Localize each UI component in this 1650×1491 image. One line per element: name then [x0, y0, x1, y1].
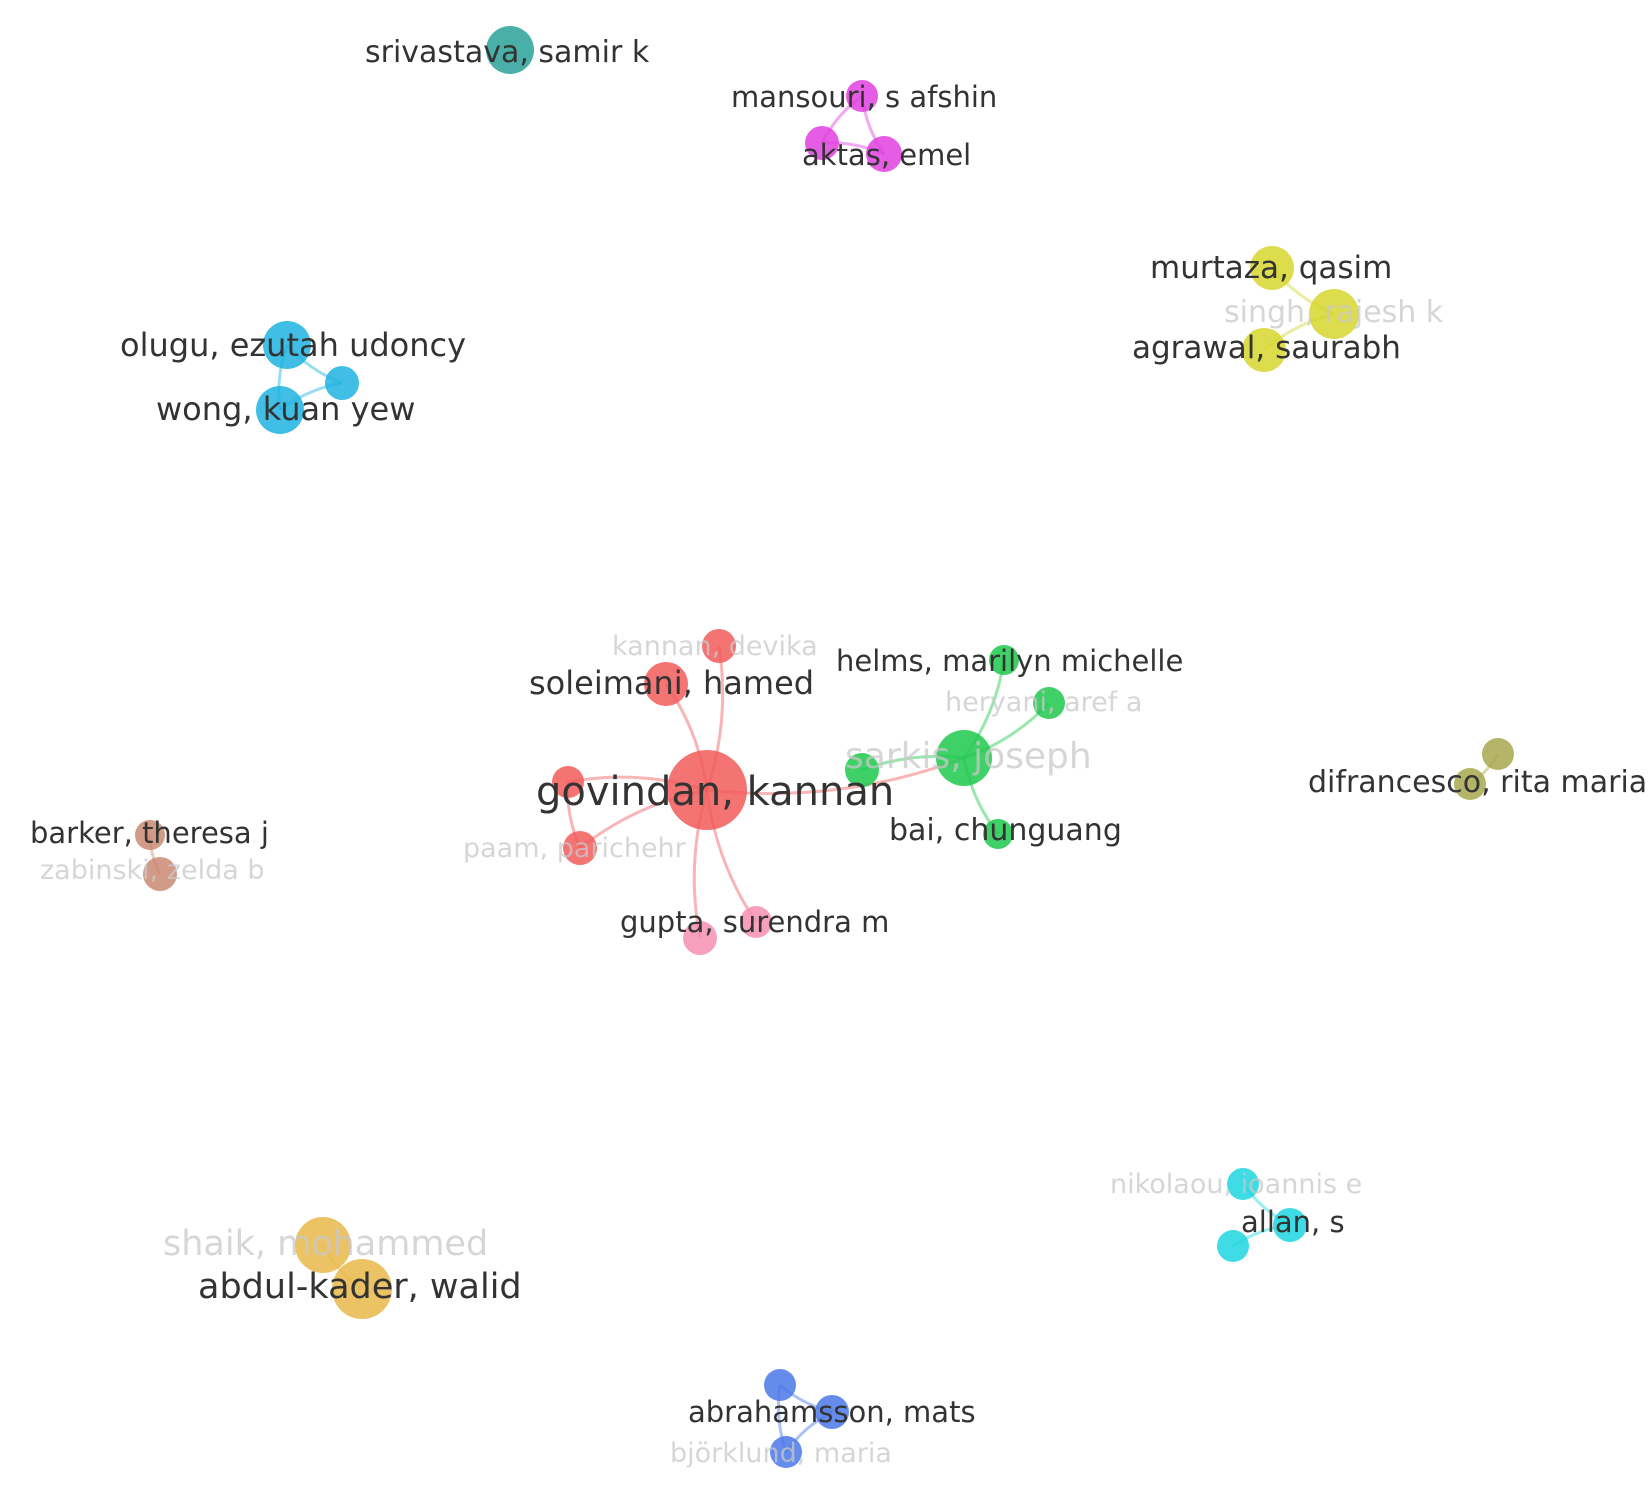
- node-heryani[interactable]: [1033, 687, 1065, 719]
- node-label-govindan: govindan, kannan: [536, 769, 894, 815]
- node-bjorklund[interactable]: [770, 1436, 802, 1468]
- node-pink2[interactable]: [740, 906, 772, 938]
- node-abdulkader[interactable]: [332, 1259, 392, 1319]
- node-label-singh: singh, rajesh k: [1224, 295, 1444, 330]
- node-label-helms: helms, marilyn michelle: [836, 644, 1183, 678]
- node-murtaza[interactable]: [1250, 246, 1294, 290]
- node-agrawal[interactable]: [1242, 328, 1286, 372]
- node-mansouri[interactable]: [846, 80, 878, 112]
- node-label-allan: allan, s: [1241, 1205, 1345, 1239]
- node-label-shaik: shaik, mohammed: [163, 1224, 488, 1264]
- node-difrancesco[interactable]: [1454, 768, 1486, 800]
- node-srivastava[interactable]: [486, 26, 534, 74]
- node-label-soleimani: soleimani, hamed: [529, 664, 814, 702]
- node-green4[interactable]: [845, 753, 879, 787]
- node-blue1[interactable]: [764, 1369, 796, 1401]
- node-magenta3[interactable]: [805, 126, 839, 160]
- node-skyblue3[interactable]: [325, 366, 359, 400]
- node-olugu[interactable]: [263, 321, 311, 369]
- node-aktas[interactable]: [866, 136, 902, 172]
- node-gupta[interactable]: [683, 921, 717, 955]
- node-label-heryani: heryani, aref a: [945, 687, 1142, 718]
- node-label-srivastava: srivastava, samir k: [365, 35, 650, 70]
- node-label-mansouri: mansouri, s afshin: [731, 80, 997, 114]
- node-cyan3[interactable]: [1217, 1230, 1249, 1262]
- node-label-paam: paam, parichehr: [463, 833, 687, 864]
- node-label-barker: barker, theresa j: [30, 816, 269, 850]
- node-kannan[interactable]: [702, 629, 736, 663]
- node-label-agrawal: agrawal, saurabh: [1132, 330, 1401, 366]
- node-label-abrahamsson: abrahamsson, mats: [688, 1395, 976, 1429]
- node-label-kannan: kannan, devika: [612, 631, 818, 662]
- node-label-difrancesco: difrancesco, rita maria: [1308, 765, 1647, 800]
- node-zabinski[interactable]: [143, 857, 177, 891]
- node-wong[interactable]: [256, 386, 304, 434]
- node-sarkis[interactable]: [936, 730, 992, 786]
- nodes-layer: [135, 26, 1514, 1468]
- node-nikolaou[interactable]: [1227, 1168, 1259, 1200]
- node-allan[interactable]: [1273, 1208, 1307, 1242]
- node-label-murtaza: murtaza, qasim: [1150, 250, 1392, 286]
- node-singh[interactable]: [1309, 289, 1359, 339]
- node-bai[interactable]: [983, 819, 1013, 849]
- node-label-nikolaou: nikolaou, ioannis e: [1110, 1169, 1362, 1200]
- node-red4[interactable]: [552, 766, 584, 798]
- labels-layer: srivastava, samir k mansouri, s afshin akt…: [30, 35, 1647, 1469]
- node-label-zabinski: zabinski, zelda b: [40, 855, 265, 886]
- node-govindan[interactable]: [667, 750, 747, 830]
- node-label-bai: bai, chunguang: [889, 813, 1122, 848]
- node-shaik[interactable]: [295, 1217, 351, 1273]
- node-label-gupta: gupta, surendra m: [620, 905, 889, 939]
- node-paam[interactable]: [563, 831, 597, 865]
- node-label-sarkis: sarkis, joseph: [845, 736, 1092, 777]
- node-soleimani[interactable]: [644, 662, 688, 706]
- node-label-bjorklund: björklund, maria: [670, 1438, 892, 1469]
- node-barker[interactable]: [135, 820, 165, 850]
- node-label-olugu: olugu, ezutah udoncy: [120, 326, 466, 364]
- node-abrahamsson[interactable]: [815, 1395, 849, 1429]
- node-label-abdulkader: abdul-kader, walid: [198, 1267, 522, 1307]
- node-label-aktas: aktas, emel: [802, 138, 971, 172]
- node-olive2[interactable]: [1482, 738, 1514, 770]
- node-helms[interactable]: [989, 645, 1019, 675]
- node-label-wong: wong, kuan yew: [156, 390, 415, 428]
